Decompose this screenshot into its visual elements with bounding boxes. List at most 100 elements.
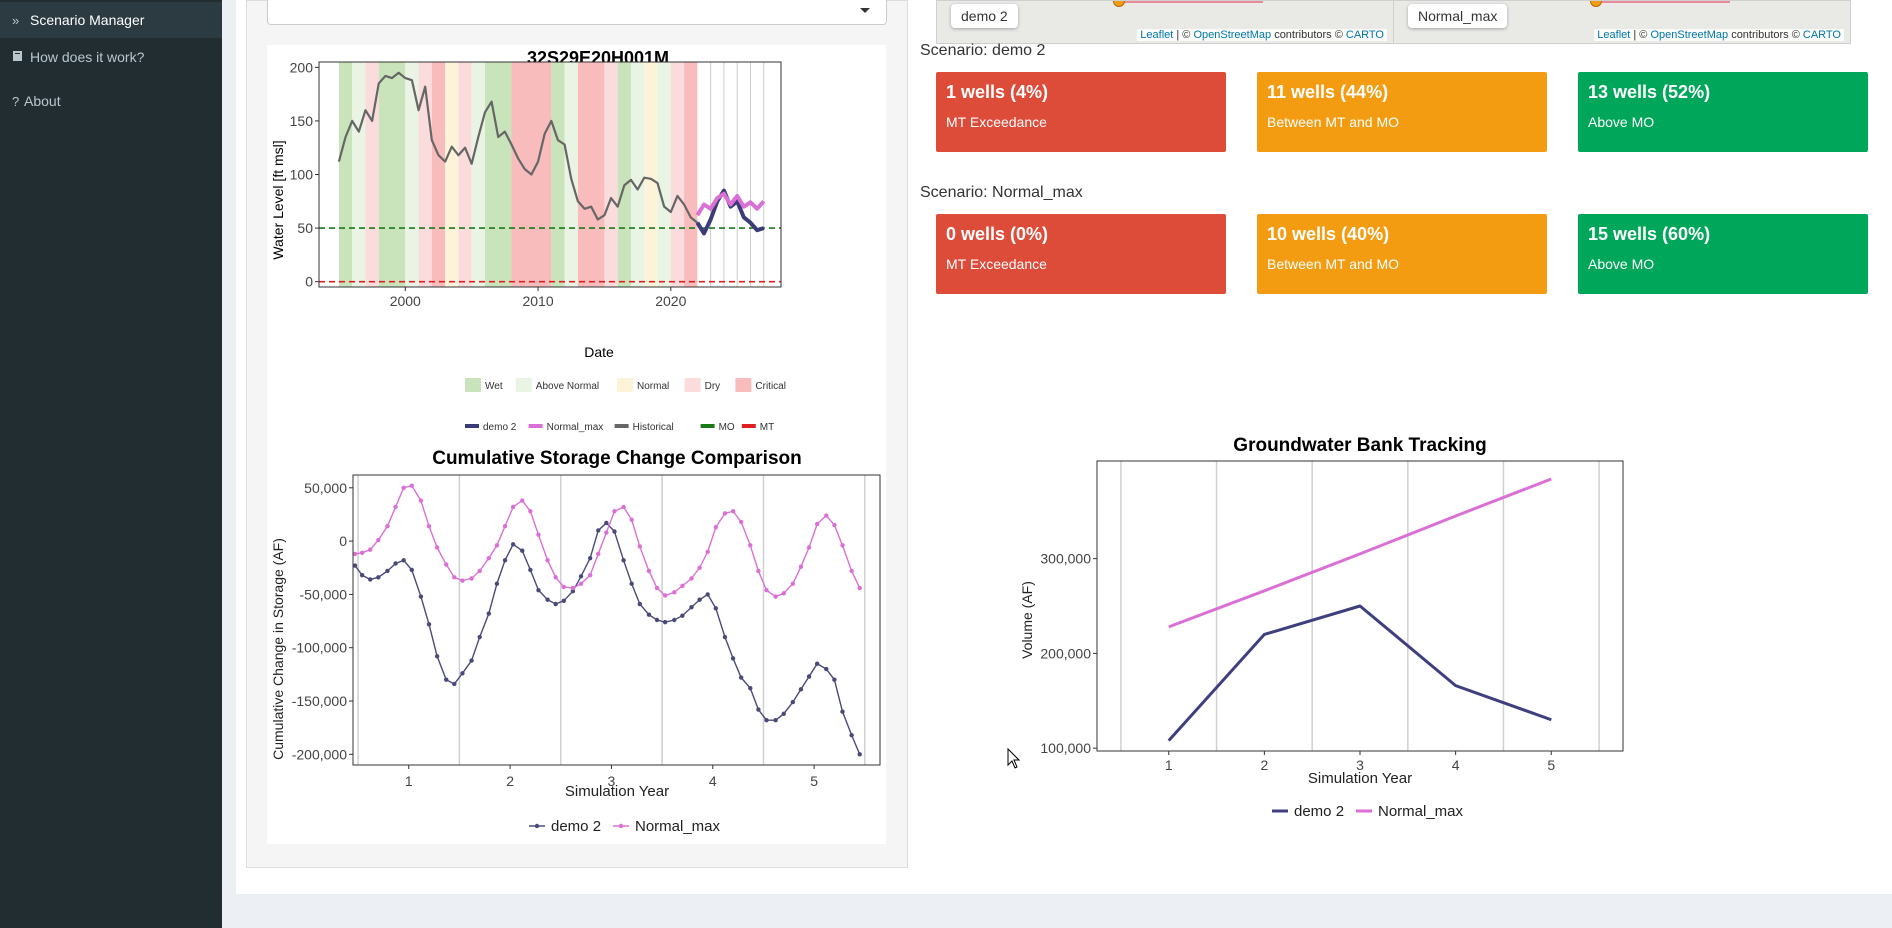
y-tick-label: 100	[290, 167, 314, 183]
data-point-normal_max	[469, 576, 474, 581]
data-point-demo-2	[773, 718, 778, 723]
leaflet-link[interactable]: Leaflet	[1597, 29, 1631, 41]
data-point-demo-2	[477, 634, 482, 640]
data-point-demo-2	[528, 567, 533, 573]
data-point-normal_max	[654, 585, 660, 591]
chart-title: Cumulative Storage Change Comparison	[432, 448, 802, 469]
value-box-subtitle: Between MT and MO	[1267, 114, 1400, 130]
data-point-demo-2	[713, 606, 719, 611]
legend-swatch	[617, 378, 633, 392]
well-select-dropdown[interactable]	[267, 0, 887, 25]
map-normal-max[interactable]: Normal_max Leaflet | © OpenStreetMap con…	[1393, 0, 1851, 44]
plot-border	[352, 474, 881, 766]
y-axis-label: Cumulative Change in Storage (AF)	[270, 538, 286, 760]
mouse-cursor-icon	[1007, 748, 1021, 769]
data-point-demo-2	[840, 709, 845, 714]
series-line-demo-2	[1167, 604, 1552, 742]
chevron-down-icon	[860, 8, 870, 13]
x-tick-label: 5	[1547, 757, 1555, 773]
x-tick-label: 3	[1356, 757, 1364, 773]
x-tick-label: 2	[1260, 757, 1268, 773]
legend-label: Normal	[637, 381, 669, 392]
sidebar-item-how-does-it-work[interactable]: How does it work?	[0, 39, 222, 75]
data-point-demo-2	[604, 520, 609, 526]
leaflet-link[interactable]: Leaflet	[1140, 29, 1174, 41]
data-point-normal_max	[806, 545, 812, 550]
year-band	[657, 62, 671, 287]
data-point-normal_max	[444, 562, 449, 567]
y-tick-label: -150,000	[292, 693, 347, 709]
legend-label: Historical	[633, 422, 674, 433]
data-point-demo-2	[409, 567, 414, 573]
legend-label: MT	[760, 422, 774, 433]
year-band	[471, 62, 485, 287]
double-chevron-right-icon: »	[12, 12, 20, 28]
map-demo-2[interactable]: demo 2 Leaflet | © OpenStreetMap contrib…	[936, 0, 1394, 44]
year-band	[431, 62, 446, 287]
value-box-value: 0 wells (0%)	[946, 224, 1049, 244]
legend-label: Above Normal	[536, 381, 599, 392]
map-feature-line	[1123, 1, 1263, 3]
osm-link[interactable]: OpenStreetMap	[1650, 29, 1729, 41]
data-point-normal_max	[376, 537, 381, 543]
data-point-normal_max	[418, 498, 424, 503]
value-box-value: 13 wells (52%)	[1588, 82, 1711, 102]
y-tick-label: -200,000	[292, 746, 347, 762]
data-point-demo-2	[654, 617, 660, 623]
year-band	[644, 62, 658, 287]
legend-swatch	[515, 378, 532, 392]
year-band	[577, 62, 605, 287]
data-point-normal_max	[662, 593, 668, 598]
data-point-demo-2	[756, 707, 761, 712]
legend-label: Normal_max	[547, 422, 604, 433]
data-point-normal_max	[553, 575, 558, 580]
legend-key-point	[618, 823, 624, 829]
x-tick-label: 2000	[390, 293, 421, 309]
carto-link[interactable]: CARTO	[1345, 29, 1384, 41]
map-marker[interactable]	[1590, 1, 1602, 7]
x-tick-label: 1	[1165, 757, 1173, 773]
data-point-normal_max	[612, 509, 617, 514]
sidebar-item-scenario-manager[interactable]: » Scenario Manager	[0, 2, 222, 38]
carto-link[interactable]: CARTO	[1802, 29, 1841, 41]
data-point-normal_max	[368, 547, 373, 552]
legend-label: MO	[719, 422, 735, 433]
data-point-normal_max	[748, 543, 753, 548]
data-point-normal_max	[629, 517, 634, 522]
data-point-demo-2	[798, 687, 804, 692]
data-point-demo-2	[494, 581, 500, 586]
data-point-normal_max	[738, 519, 744, 525]
legend-swatch	[735, 378, 752, 392]
osm-link[interactable]: OpenStreetMap	[1193, 29, 1272, 41]
data-point-normal_max	[824, 513, 829, 518]
value-box-value: 1 wells (4%)	[946, 82, 1049, 102]
value-box-subtitle: Above MO	[1588, 114, 1655, 130]
data-point-normal_max	[409, 483, 414, 488]
data-point-demo-2	[426, 622, 432, 627]
data-point-demo-2	[832, 677, 837, 682]
data-point-demo-2	[738, 675, 744, 680]
data-point-normal_max	[570, 585, 576, 591]
legend-label: Wet	[485, 381, 503, 392]
sidebar-item-about[interactable]: ? About	[0, 83, 222, 119]
legend-label: Dry	[705, 381, 721, 392]
sidebar-item-label: How does it work?	[30, 49, 145, 65]
series-line-normal_max	[695, 191, 766, 217]
y-tick-label: 300,000	[1040, 551, 1091, 567]
value-box-subtitle: MT Exceedance	[946, 114, 1047, 130]
value-box-subtitle: Between MT and MO	[1267, 256, 1400, 272]
data-point-demo-2	[452, 681, 457, 687]
value-box-above-mo: 15 wells (60%) Above MO	[1578, 214, 1868, 294]
year-band	[445, 62, 459, 287]
map-tag: demo 2	[951, 4, 1018, 28]
data-point-normal_max	[798, 564, 804, 569]
year-band	[378, 62, 406, 287]
data-point-normal_max	[621, 504, 626, 510]
x-tick-label: 1	[405, 773, 413, 789]
data-point-normal_max	[646, 568, 652, 574]
data-point-demo-2	[368, 577, 373, 582]
data-point-demo-2	[781, 711, 786, 717]
map-marker[interactable]	[1113, 1, 1125, 7]
series-line-historical	[337, 71, 699, 224]
